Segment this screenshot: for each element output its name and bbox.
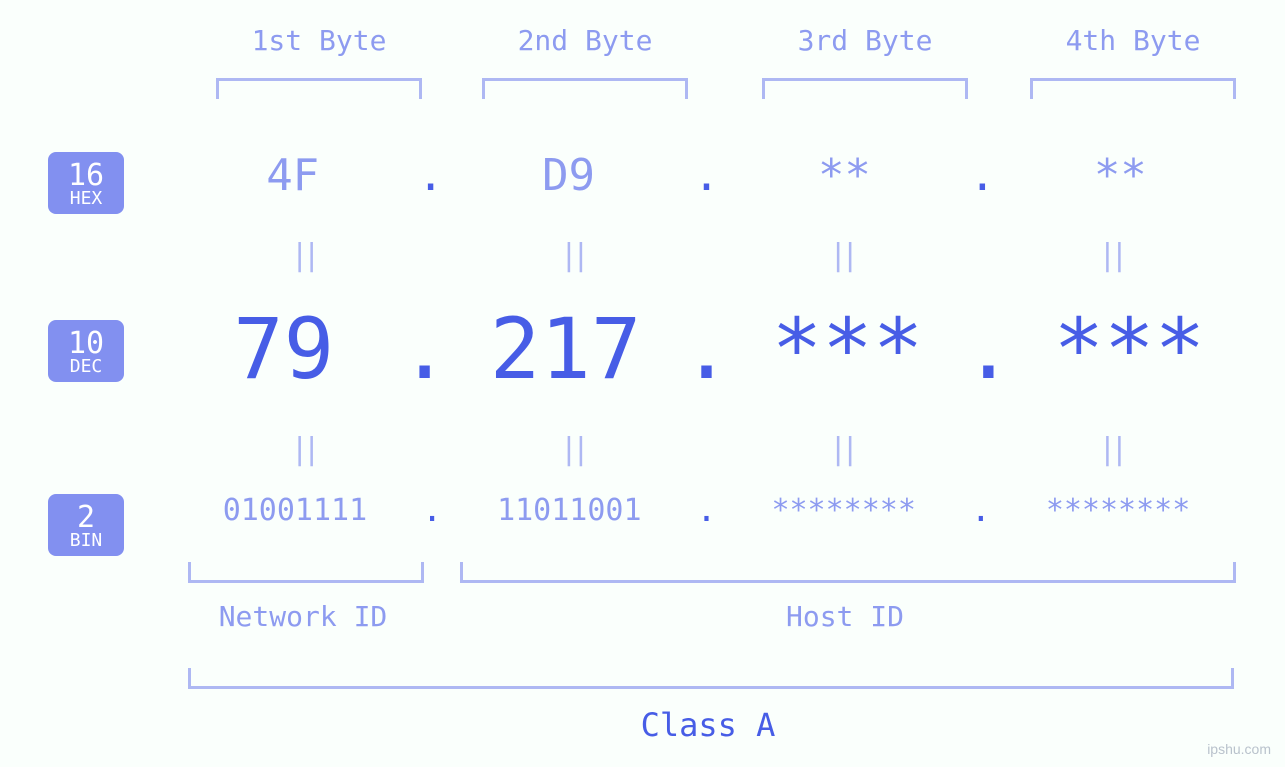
dot-icon: . xyxy=(971,490,991,530)
row-dec: 79 . 217 . *** . *** xyxy=(168,300,1245,398)
equals-icon: || xyxy=(168,238,437,273)
equals-icon: || xyxy=(168,432,437,467)
col-label-1: 1st Byte xyxy=(214,24,424,57)
network-id-label: Network ID xyxy=(188,600,418,633)
radix-badge-bin: 2 BIN xyxy=(48,494,124,556)
top-bracket-4 xyxy=(1030,78,1236,99)
equals-icon: || xyxy=(707,432,976,467)
dot-icon: . xyxy=(681,300,732,398)
bin-byte-2: 11011001 xyxy=(442,493,696,528)
equals-row-2: || || || || xyxy=(168,432,1245,467)
dec-byte-1: 79 xyxy=(168,300,399,398)
row-hex: 4F . D9 . ** . ** xyxy=(168,150,1245,201)
top-bracket-3 xyxy=(762,78,968,99)
bottom-bracket-network xyxy=(188,562,424,583)
dot-icon: . xyxy=(693,150,720,201)
dec-byte-2: 217 xyxy=(450,300,681,398)
hex-byte-2: D9 xyxy=(444,150,693,201)
bottom-bracket-host xyxy=(460,562,1236,583)
top-bracket-2 xyxy=(482,78,688,99)
radix-name: HEX xyxy=(48,190,124,209)
class-bracket xyxy=(188,668,1234,689)
equals-icon: || xyxy=(437,238,706,273)
dot-icon: . xyxy=(696,490,716,530)
dot-icon: . xyxy=(417,150,444,201)
hex-byte-3: ** xyxy=(720,150,969,201)
radix-number: 2 xyxy=(48,502,124,534)
equals-icon: || xyxy=(976,238,1245,273)
watermark: ipshu.com xyxy=(1207,741,1271,757)
equals-icon: || xyxy=(437,432,706,467)
dot-icon: . xyxy=(422,490,442,530)
equals-row-1: || || || || xyxy=(168,238,1245,273)
dec-byte-3: *** xyxy=(732,300,963,398)
bin-byte-1: 01001111 xyxy=(168,493,422,528)
equals-icon: || xyxy=(976,432,1245,467)
dec-byte-4: *** xyxy=(1014,300,1245,398)
dot-icon: . xyxy=(969,150,996,201)
bin-byte-3: ******** xyxy=(717,493,971,528)
col-label-2: 2nd Byte xyxy=(480,24,690,57)
radix-name: BIN xyxy=(48,532,124,551)
class-label: Class A xyxy=(188,706,1228,744)
dot-icon: . xyxy=(963,300,1014,398)
top-bracket-1 xyxy=(216,78,422,99)
col-label-3: 3rd Byte xyxy=(760,24,970,57)
hex-byte-1: 4F xyxy=(168,150,417,201)
equals-icon: || xyxy=(707,238,976,273)
radix-number: 16 xyxy=(48,160,124,192)
row-bin: 01001111 . 11011001 . ******** . *******… xyxy=(168,490,1245,530)
radix-name: DEC xyxy=(48,358,124,377)
hex-byte-4: ** xyxy=(996,150,1245,201)
bin-byte-4: ******** xyxy=(991,493,1245,528)
host-id-label: Host ID xyxy=(460,600,1230,633)
col-label-4: 4th Byte xyxy=(1028,24,1238,57)
radix-number: 10 xyxy=(48,328,124,360)
radix-badge-dec: 10 DEC xyxy=(48,320,124,382)
radix-badge-hex: 16 HEX xyxy=(48,152,124,214)
dot-icon: . xyxy=(399,300,450,398)
